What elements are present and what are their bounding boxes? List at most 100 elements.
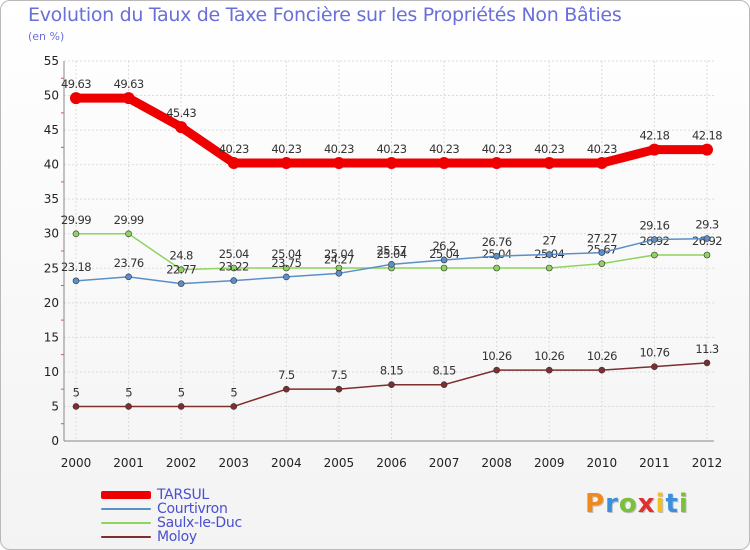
data-label: 40.23 bbox=[587, 142, 617, 156]
data-label: 10.26 bbox=[587, 349, 617, 363]
x-tick-label: 2006 bbox=[376, 456, 407, 470]
data-point bbox=[598, 249, 606, 256]
data-point bbox=[335, 270, 343, 277]
data-point bbox=[493, 264, 500, 272]
x-tick-label: 2005 bbox=[324, 456, 355, 470]
x-tick-label: 2012 bbox=[692, 456, 723, 470]
data-point bbox=[177, 266, 185, 273]
x-tick-label: 2003 bbox=[218, 456, 249, 470]
data-point bbox=[388, 261, 395, 268]
y-tick-label: 20 bbox=[44, 296, 59, 310]
data-label: 42.18 bbox=[639, 129, 669, 143]
y-tick-label: 25 bbox=[44, 261, 59, 275]
data-label: 40.23 bbox=[429, 142, 459, 156]
data-point bbox=[122, 92, 135, 105]
data-label: 23.75 bbox=[271, 256, 301, 270]
chart-unit-label: (en %) bbox=[28, 30, 65, 43]
data-point bbox=[72, 277, 80, 285]
data-label: 27.27 bbox=[587, 232, 617, 246]
data-label: 40.23 bbox=[219, 142, 249, 156]
data-point bbox=[440, 381, 448, 388]
data-point bbox=[283, 385, 290, 393]
data-label: 10.76 bbox=[639, 346, 669, 360]
data-point bbox=[703, 235, 711, 242]
proxiti-logo: Proxiti bbox=[585, 489, 689, 519]
y-tick-label: 55 bbox=[44, 54, 59, 68]
data-point bbox=[283, 273, 290, 281]
legend-label: Moloy bbox=[157, 529, 197, 545]
data-label: 29.16 bbox=[639, 219, 669, 233]
logo-letter: i bbox=[678, 489, 689, 519]
data-label: 5 bbox=[125, 385, 132, 399]
data-label: 25.04 bbox=[324, 247, 354, 261]
data-label: 40.23 bbox=[482, 142, 512, 156]
legend-swatch bbox=[101, 536, 151, 538]
data-label: 26.2 bbox=[432, 239, 455, 253]
x-tick-label: 2009 bbox=[534, 456, 565, 470]
y-tick-label: 0 bbox=[51, 434, 59, 448]
data-point bbox=[598, 366, 606, 374]
data-point bbox=[72, 230, 80, 238]
data-label: 45.43 bbox=[166, 106, 196, 120]
x-tick-label: 2007 bbox=[429, 456, 460, 470]
y-tick-label: 10 bbox=[44, 365, 59, 379]
data-point bbox=[230, 264, 238, 272]
data-label: 25.04 bbox=[429, 247, 459, 261]
data-point bbox=[438, 157, 451, 170]
data-point bbox=[388, 381, 395, 388]
data-label: 23.18 bbox=[61, 260, 91, 274]
data-point bbox=[125, 273, 132, 281]
data-label: 8.15 bbox=[432, 364, 455, 378]
data-point bbox=[440, 264, 448, 272]
data-point bbox=[651, 236, 658, 243]
legend-swatch bbox=[101, 491, 151, 499]
legend-label: Courtivron bbox=[157, 501, 228, 517]
data-point bbox=[598, 260, 606, 267]
y-tick-label: 50 bbox=[44, 89, 59, 103]
data-point bbox=[230, 403, 238, 410]
x-tick-label: 2000 bbox=[61, 456, 92, 470]
data-label: 26.76 bbox=[482, 235, 512, 249]
data-label: 8.15 bbox=[380, 364, 403, 378]
data-label: 23.76 bbox=[114, 256, 144, 270]
data-label: 49.63 bbox=[61, 77, 91, 91]
y-tick-label: 45 bbox=[44, 123, 59, 137]
logo-letter: P bbox=[585, 489, 606, 519]
x-tick-label: 2008 bbox=[481, 456, 512, 470]
data-point bbox=[230, 277, 238, 284]
data-point bbox=[125, 230, 132, 238]
logo-letter: i bbox=[655, 489, 666, 519]
legend-item: Courtivron bbox=[101, 501, 321, 517]
legend-item: TARSUL bbox=[101, 487, 321, 503]
logo-letter: r bbox=[605, 489, 619, 519]
x-tick-label: 2001 bbox=[113, 456, 144, 470]
data-point bbox=[701, 143, 713, 156]
data-point bbox=[595, 157, 608, 170]
logo-letter: x bbox=[637, 489, 656, 519]
data-label: 29.99 bbox=[114, 213, 144, 227]
data-label: 27 bbox=[543, 233, 557, 247]
y-tick-label: 5 bbox=[51, 399, 59, 413]
data-point bbox=[335, 385, 343, 393]
data-point bbox=[545, 264, 553, 272]
data-label: 29.99 bbox=[61, 213, 91, 227]
data-point bbox=[703, 359, 711, 367]
data-label: 25.04 bbox=[271, 247, 301, 261]
x-tick-label: 2002 bbox=[166, 456, 197, 470]
data-label: 5 bbox=[178, 385, 185, 399]
data-point bbox=[493, 252, 500, 260]
legend-item: Saulx-le-Duc bbox=[101, 515, 321, 531]
data-label: 40.23 bbox=[324, 142, 354, 156]
data-point bbox=[493, 366, 500, 374]
data-point bbox=[280, 157, 293, 170]
data-point bbox=[227, 157, 240, 170]
data-point bbox=[385, 157, 398, 170]
data-point bbox=[175, 121, 188, 134]
data-label: 29.3 bbox=[695, 218, 718, 232]
data-point bbox=[440, 256, 448, 264]
legend-label: Saulx-le-Duc bbox=[157, 515, 242, 531]
data-label: 24.27 bbox=[324, 252, 354, 266]
data-label: 40.23 bbox=[271, 142, 301, 156]
